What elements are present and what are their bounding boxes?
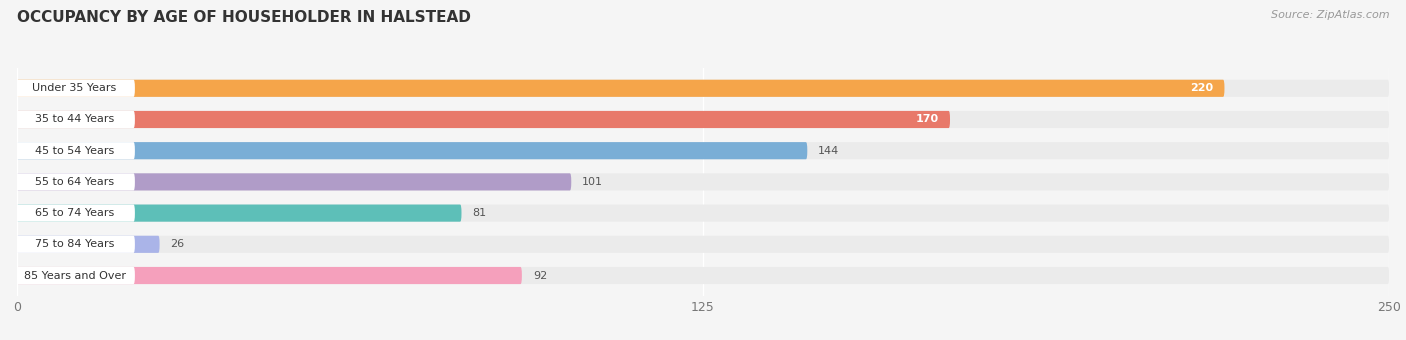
Text: 45 to 54 Years: 45 to 54 Years (35, 146, 114, 156)
FancyBboxPatch shape (17, 142, 807, 159)
FancyBboxPatch shape (17, 173, 1389, 190)
Text: Source: ZipAtlas.com: Source: ZipAtlas.com (1271, 10, 1389, 20)
FancyBboxPatch shape (14, 142, 135, 159)
FancyBboxPatch shape (17, 267, 522, 284)
Text: 144: 144 (818, 146, 839, 156)
Text: 55 to 64 Years: 55 to 64 Years (35, 177, 114, 187)
FancyBboxPatch shape (17, 111, 950, 128)
FancyBboxPatch shape (14, 236, 135, 253)
Text: 92: 92 (533, 271, 547, 280)
FancyBboxPatch shape (17, 236, 1389, 253)
Text: 85 Years and Over: 85 Years and Over (24, 271, 125, 280)
FancyBboxPatch shape (17, 111, 1389, 128)
Text: 26: 26 (170, 239, 184, 249)
FancyBboxPatch shape (17, 80, 1389, 97)
Text: Under 35 Years: Under 35 Years (32, 83, 117, 93)
FancyBboxPatch shape (14, 173, 135, 190)
FancyBboxPatch shape (14, 205, 135, 222)
FancyBboxPatch shape (17, 173, 571, 190)
FancyBboxPatch shape (17, 205, 461, 222)
FancyBboxPatch shape (17, 80, 1225, 97)
Text: 81: 81 (472, 208, 486, 218)
Text: 75 to 84 Years: 75 to 84 Years (35, 239, 114, 249)
Text: 101: 101 (582, 177, 603, 187)
Text: 170: 170 (915, 115, 939, 124)
FancyBboxPatch shape (14, 80, 135, 97)
FancyBboxPatch shape (17, 236, 160, 253)
FancyBboxPatch shape (17, 142, 1389, 159)
Text: 35 to 44 Years: 35 to 44 Years (35, 115, 114, 124)
FancyBboxPatch shape (17, 205, 1389, 222)
FancyBboxPatch shape (14, 111, 135, 128)
Text: OCCUPANCY BY AGE OF HOUSEHOLDER IN HALSTEAD: OCCUPANCY BY AGE OF HOUSEHOLDER IN HALST… (17, 10, 471, 25)
FancyBboxPatch shape (14, 267, 135, 284)
Text: 65 to 74 Years: 65 to 74 Years (35, 208, 114, 218)
FancyBboxPatch shape (17, 267, 1389, 284)
Text: 220: 220 (1191, 83, 1213, 93)
